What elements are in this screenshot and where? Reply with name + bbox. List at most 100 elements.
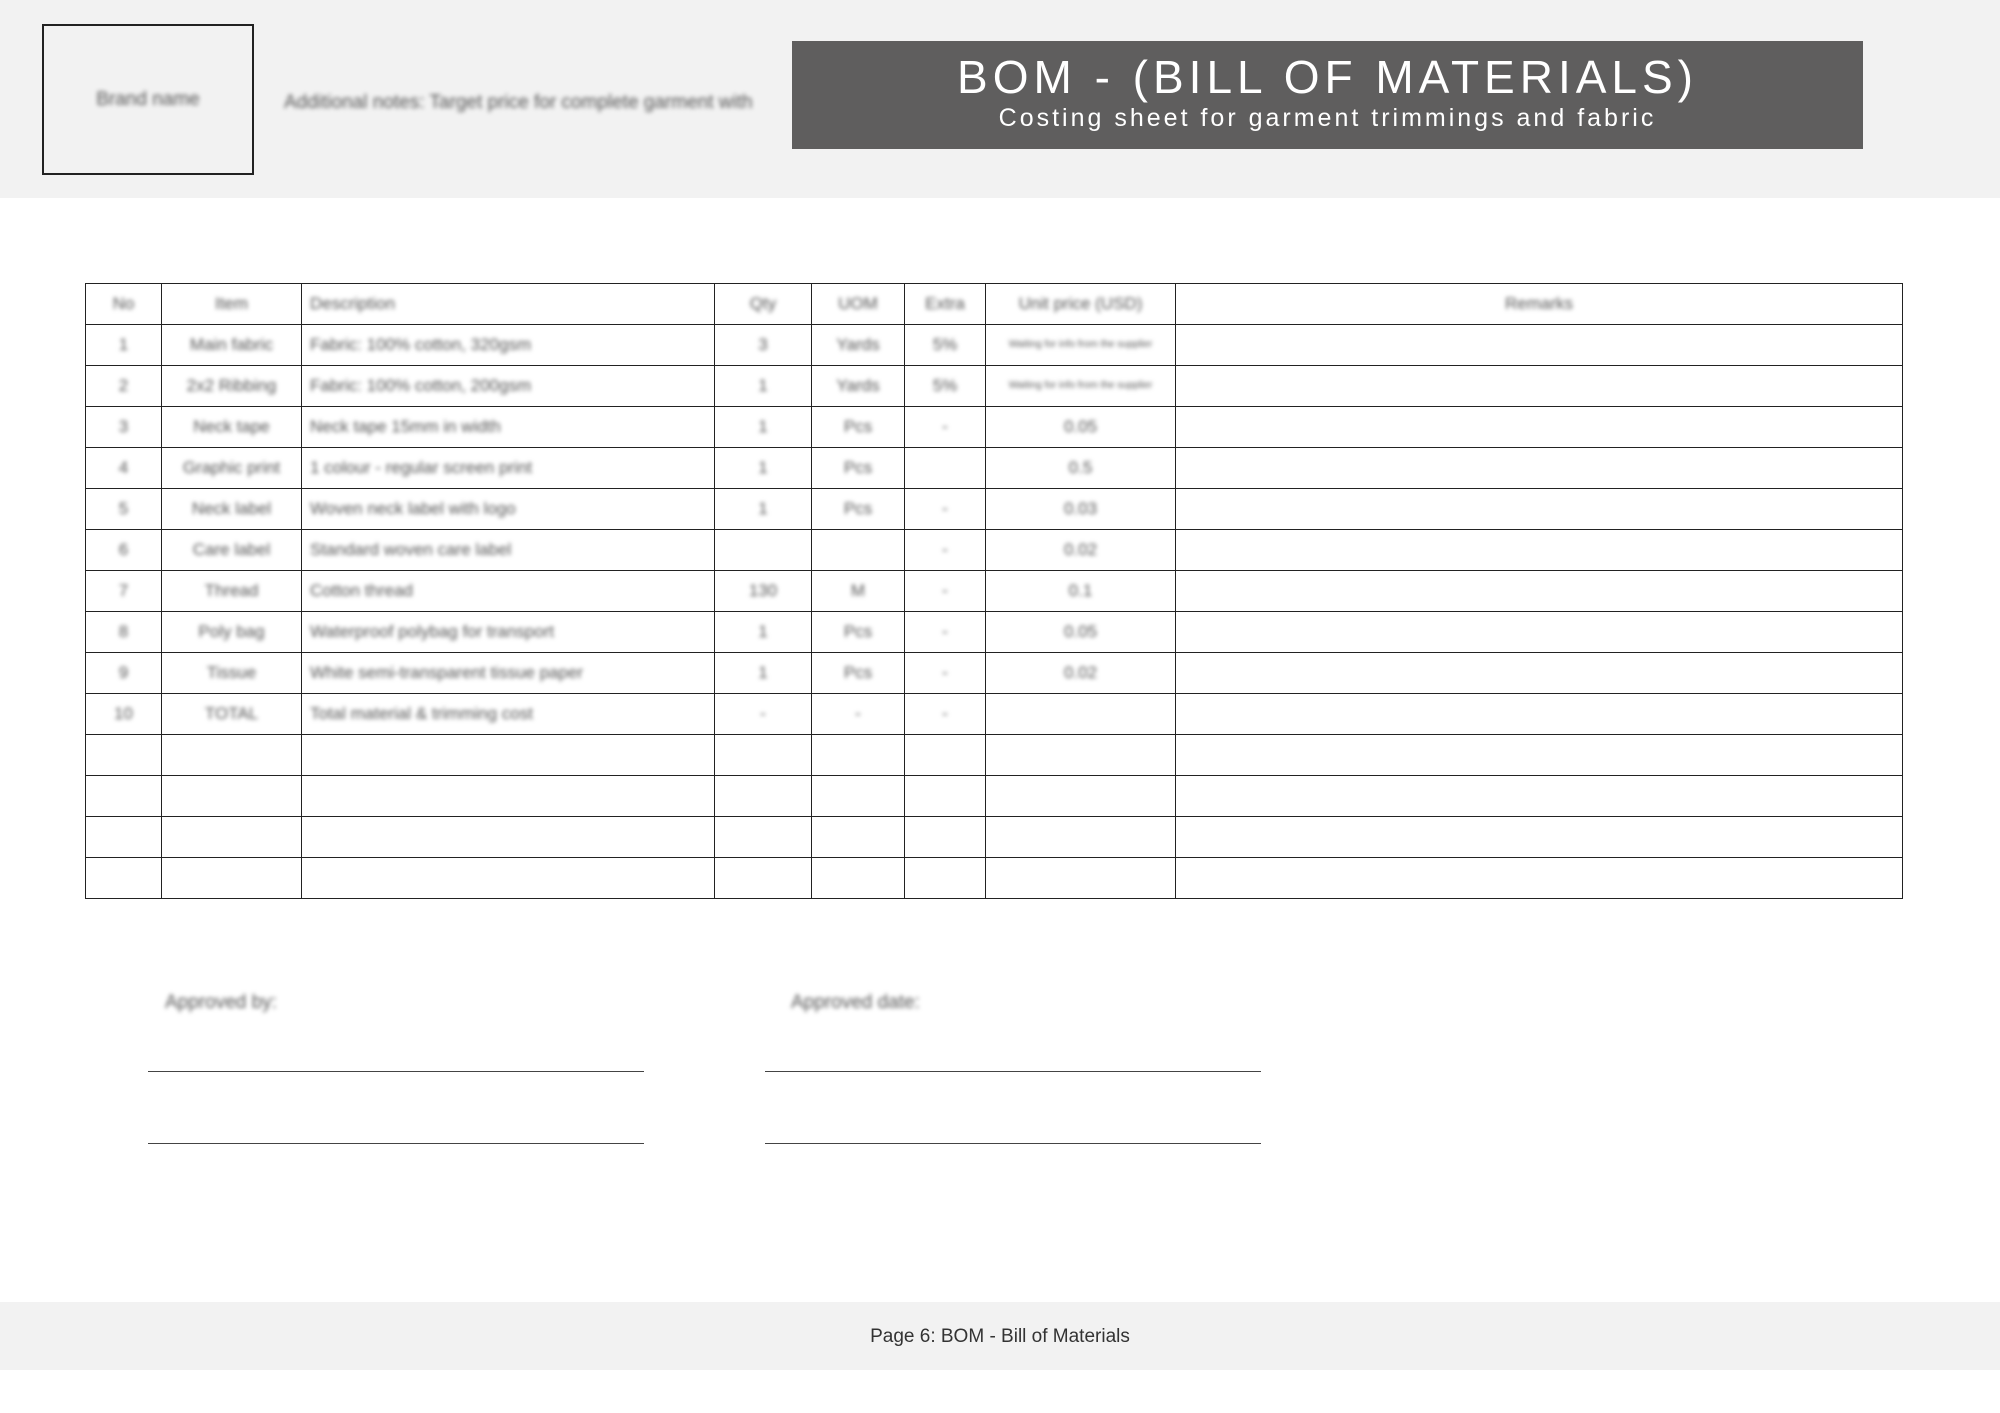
table-cell[interactable]: - [904, 529, 986, 571]
table-cell[interactable] [85, 734, 162, 776]
table-cell[interactable] [904, 775, 986, 817]
table-cell[interactable]: 1 [714, 652, 812, 694]
table-cell[interactable]: Waterproof polybag for transport [301, 611, 715, 653]
table-cell[interactable]: Waiting for info from the supplier [985, 324, 1176, 366]
table-cell[interactable]: Pcs [811, 611, 905, 653]
table-cell[interactable]: Woven neck label with logo [301, 488, 715, 530]
table-cell[interactable]: 1 [85, 324, 162, 366]
table-cell[interactable]: TOTAL [161, 693, 302, 735]
table-cell[interactable]: Fabric: 100% cotton, 320gsm [301, 324, 715, 366]
table-cell[interactable] [985, 775, 1176, 817]
table-cell[interactable]: Pcs [811, 652, 905, 694]
table-cell[interactable]: 5 [85, 488, 162, 530]
table-cell[interactable]: 0.03 [985, 488, 1176, 530]
table-cell[interactable] [904, 857, 986, 899]
table-cell[interactable]: 130 [714, 570, 812, 612]
table-cell[interactable] [714, 529, 812, 571]
table-cell[interactable] [811, 734, 905, 776]
table-cell[interactable]: Neck tape [161, 406, 302, 448]
table-cell[interactable] [1175, 365, 1903, 407]
table-cell[interactable]: M [811, 570, 905, 612]
table-cell[interactable]: - [714, 693, 812, 735]
table-cell[interactable]: Poly bag [161, 611, 302, 653]
table-cell[interactable]: 10 [85, 693, 162, 735]
table-cell[interactable]: 1 [714, 365, 812, 407]
table-cell[interactable]: Neck label [161, 488, 302, 530]
table-cell[interactable]: 1 [714, 488, 812, 530]
table-cell[interactable]: - [904, 693, 986, 735]
table-cell[interactable]: White semi-transparent tissue paper [301, 652, 715, 694]
table-cell[interactable] [1175, 775, 1903, 817]
table-cell[interactable] [1175, 734, 1903, 776]
table-cell[interactable] [85, 857, 162, 899]
approved-date-line-1[interactable] [765, 1071, 1261, 1072]
table-cell[interactable] [301, 734, 715, 776]
table-cell[interactable] [161, 816, 302, 858]
table-cell[interactable] [985, 816, 1176, 858]
table-cell[interactable] [301, 775, 715, 817]
table-cell[interactable]: Waiting for info from the supplier [985, 365, 1176, 407]
table-cell[interactable]: - [904, 488, 986, 530]
approved-by-line-1[interactable] [148, 1071, 644, 1072]
table-cell[interactable] [904, 816, 986, 858]
table-cell[interactable]: Neck tape 15mm in width [301, 406, 715, 448]
table-cell[interactable]: Pcs [811, 406, 905, 448]
table-cell[interactable]: 1 [714, 447, 812, 489]
table-cell[interactable]: 1 [714, 406, 812, 448]
table-cell[interactable] [714, 816, 812, 858]
table-cell[interactable]: Total material & trimming cost [301, 693, 715, 735]
table-cell[interactable] [301, 816, 715, 858]
table-cell[interactable] [811, 816, 905, 858]
table-cell[interactable] [811, 857, 905, 899]
table-cell[interactable] [811, 529, 905, 571]
table-cell[interactable] [1175, 652, 1903, 694]
table-cell[interactable]: 6 [85, 529, 162, 571]
table-cell[interactable]: - [904, 406, 986, 448]
table-cell[interactable]: 1 colour - regular screen print [301, 447, 715, 489]
table-cell[interactable]: 2x2 Ribbing [161, 365, 302, 407]
table-cell[interactable]: - [904, 570, 986, 612]
table-cell[interactable] [1175, 857, 1903, 899]
table-cell[interactable]: Cotton thread [301, 570, 715, 612]
table-cell[interactable] [1175, 406, 1903, 448]
table-cell[interactable]: Standard woven care label [301, 529, 715, 571]
table-cell[interactable]: 1 [714, 611, 812, 653]
table-cell[interactable] [301, 857, 715, 899]
table-cell[interactable]: Pcs [811, 447, 905, 489]
table-cell[interactable] [714, 857, 812, 899]
table-cell[interactable] [714, 775, 812, 817]
table-cell[interactable]: 4 [85, 447, 162, 489]
approved-by-line-2[interactable] [148, 1143, 644, 1144]
table-cell[interactable]: Thread [161, 570, 302, 612]
table-cell[interactable] [904, 447, 986, 489]
table-cell[interactable] [1175, 816, 1903, 858]
table-cell[interactable]: Care label [161, 529, 302, 571]
table-cell[interactable]: 8 [85, 611, 162, 653]
table-cell[interactable]: 0.5 [985, 447, 1176, 489]
table-cell[interactable]: - [811, 693, 905, 735]
table-cell[interactable]: 2 [85, 365, 162, 407]
table-cell[interactable] [1175, 529, 1903, 571]
table-cell[interactable] [85, 775, 162, 817]
table-cell[interactable] [1175, 611, 1903, 653]
table-cell[interactable]: - [904, 652, 986, 694]
table-cell[interactable]: 3 [85, 406, 162, 448]
table-cell[interactable] [1175, 488, 1903, 530]
table-cell[interactable]: 0.1 [985, 570, 1176, 612]
table-cell[interactable] [1175, 324, 1903, 366]
table-cell[interactable] [161, 857, 302, 899]
table-cell[interactable] [85, 816, 162, 858]
approved-date-line-2[interactable] [765, 1143, 1261, 1144]
table-cell[interactable]: 3 [714, 324, 812, 366]
table-cell[interactable]: Yards [811, 324, 905, 366]
table-cell[interactable]: Tissue [161, 652, 302, 694]
table-cell[interactable] [811, 775, 905, 817]
table-cell[interactable] [714, 734, 812, 776]
table-cell[interactable]: 5% [904, 365, 986, 407]
table-cell[interactable]: 7 [85, 570, 162, 612]
table-cell[interactable] [1175, 693, 1903, 735]
table-cell[interactable] [904, 734, 986, 776]
table-cell[interactable] [1175, 570, 1903, 612]
table-cell[interactable] [161, 734, 302, 776]
table-cell[interactable]: Graphic print [161, 447, 302, 489]
